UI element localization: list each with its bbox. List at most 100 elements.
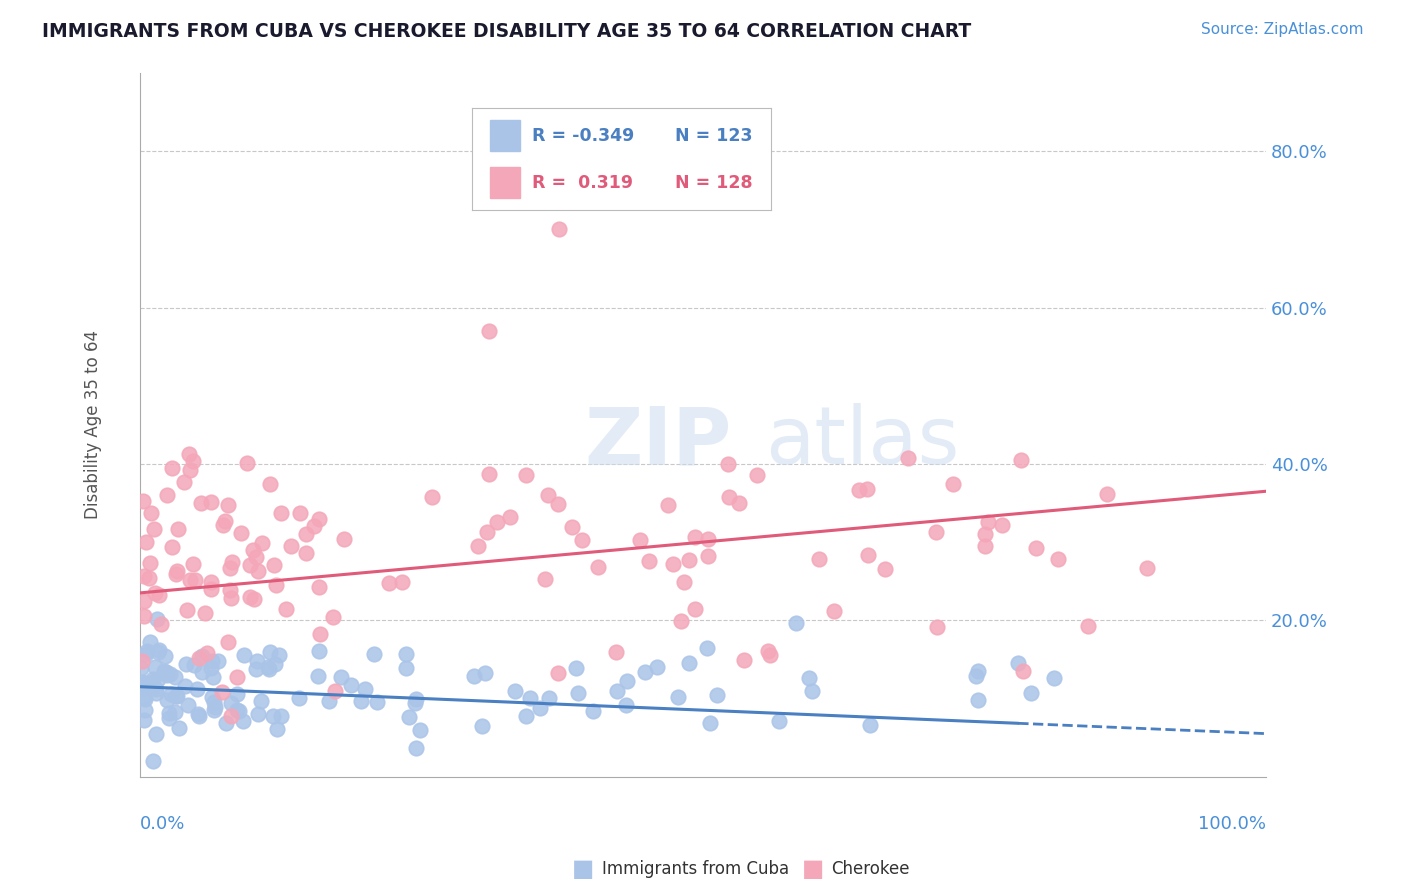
Point: [848, 483, 870, 497]
Point: [135, 676, 157, 690]
Point: [201, 670, 224, 684]
Point: [136, 644, 159, 658]
Point: [605, 645, 627, 659]
Point: [942, 477, 965, 491]
Point: [614, 698, 637, 712]
Point: [160, 687, 183, 701]
Point: [366, 695, 388, 709]
Point: [547, 665, 569, 680]
Point: [409, 723, 432, 737]
Point: [176, 603, 198, 617]
Point: [974, 539, 997, 553]
Point: [287, 691, 309, 706]
Point: [145, 681, 167, 696]
Point: [148, 588, 170, 602]
Point: [727, 496, 749, 510]
Text: Cherokee: Cherokee: [831, 860, 910, 878]
Point: [226, 670, 249, 684]
Point: [586, 560, 609, 574]
Point: [567, 686, 589, 700]
Point: [143, 660, 166, 674]
Point: [1010, 452, 1032, 467]
Point: [148, 643, 170, 657]
Point: [266, 722, 288, 736]
Point: [519, 690, 541, 705]
Point: [330, 670, 353, 684]
Point: [166, 564, 188, 578]
Point: [967, 664, 990, 678]
Point: [212, 518, 235, 533]
Point: [477, 467, 499, 482]
Point: [259, 476, 281, 491]
Point: [332, 533, 354, 547]
Point: [404, 696, 426, 710]
Point: [823, 604, 845, 618]
Point: [1019, 686, 1042, 700]
Point: [132, 690, 155, 705]
Point: [150, 617, 173, 632]
Point: [181, 454, 204, 468]
Point: [250, 694, 273, 708]
Text: ■: ■: [801, 857, 824, 880]
Point: [471, 719, 494, 733]
Point: [582, 704, 605, 718]
Point: [637, 554, 659, 568]
Point: [157, 711, 180, 725]
Point: [134, 594, 156, 608]
Point: [308, 512, 330, 526]
Point: [153, 648, 176, 663]
Point: [200, 661, 222, 675]
Point: [201, 654, 224, 668]
Point: [219, 709, 242, 723]
Point: [159, 667, 181, 681]
Point: [323, 684, 346, 698]
Point: [308, 580, 330, 594]
Point: [131, 675, 153, 690]
Point: [257, 662, 280, 676]
Point: [1046, 552, 1069, 566]
Point: [142, 672, 165, 686]
Point: [177, 447, 200, 461]
Point: [1007, 656, 1029, 670]
Point: [856, 548, 879, 562]
Point: [808, 551, 831, 566]
Point: [155, 665, 177, 679]
Point: [467, 539, 489, 553]
Text: atlas: atlas: [765, 403, 959, 482]
Point: [219, 696, 242, 710]
Point: [395, 661, 418, 675]
Point: [799, 672, 821, 686]
Point: [143, 522, 166, 536]
Point: [672, 574, 695, 589]
Point: [606, 684, 628, 698]
Point: [309, 626, 332, 640]
Point: [181, 557, 204, 571]
Point: [184, 573, 207, 587]
Point: [256, 660, 278, 674]
Point: [571, 533, 593, 547]
Point: [718, 490, 741, 504]
Text: Immigrants from Cuba: Immigrants from Cuba: [602, 860, 789, 878]
Point: [132, 609, 155, 624]
Point: [229, 525, 252, 540]
Point: [269, 648, 291, 662]
Point: [146, 645, 169, 659]
Point: [274, 602, 297, 616]
Point: [217, 635, 239, 649]
Point: [142, 754, 165, 768]
Point: [211, 685, 233, 699]
Point: [259, 645, 281, 659]
Point: [976, 515, 998, 529]
Point: [991, 518, 1014, 533]
Point: [200, 582, 222, 597]
Point: [262, 709, 284, 723]
Point: [745, 468, 768, 483]
Point: [228, 704, 250, 718]
Text: Disability Age 35 to 64: Disability Age 35 to 64: [84, 330, 101, 519]
Point: [534, 573, 557, 587]
Point: [156, 693, 179, 707]
Point: [195, 646, 218, 660]
Point: [733, 653, 755, 667]
Point: [218, 561, 240, 575]
Point: [856, 482, 879, 496]
